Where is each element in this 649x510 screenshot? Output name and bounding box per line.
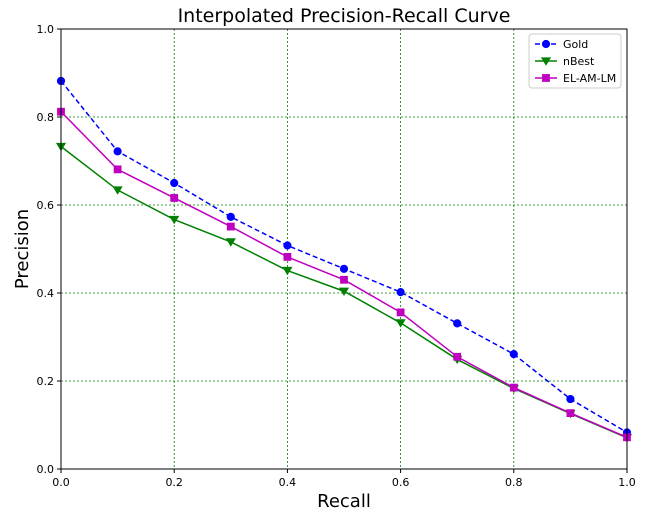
y-tick-label: 0.4 (37, 287, 55, 300)
y-axis-label: Precision (12, 209, 33, 289)
data-point-el-am-lm (283, 253, 292, 261)
legend-item-gold: Gold (535, 38, 588, 51)
data-point-gold (113, 147, 122, 156)
y-tick-label: 0.0 (37, 463, 55, 476)
data-point-nbest (282, 266, 293, 276)
data-point-el-am-lm (453, 352, 462, 361)
legend-marker-el-am-lm (542, 74, 550, 82)
data-point-gold (170, 178, 179, 188)
legend: Gold nBest EL-AM-LM (528, 33, 622, 89)
legend-label-gold: Gold (563, 38, 588, 51)
legend-marker-nbest (540, 57, 552, 66)
legend-label-el-am-lm: EL-AM-LM (563, 72, 616, 85)
legend-box (528, 33, 622, 89)
data-point-nbest (169, 215, 180, 225)
legend-label-nbest: nBest (563, 55, 595, 68)
series-group (55, 76, 633, 443)
y-tick-label: 0.2 (37, 375, 55, 388)
data-point-el-am-lm (340, 275, 348, 284)
chart-title: Interpolated Precision-Recall Curve (178, 5, 511, 27)
data-point-gold (339, 264, 349, 273)
data-point-el-am-lm (396, 308, 405, 317)
data-point-el-am-lm (113, 165, 122, 174)
data-point-nbest (112, 186, 123, 195)
data-point-gold (226, 212, 235, 221)
legend-item-el-am-lm: EL-AM-LM (535, 72, 616, 85)
plot-frame (60, 28, 628, 470)
data-point-gold (509, 350, 518, 359)
data-point-gold (453, 319, 462, 328)
y-tick-label: 0.6 (37, 199, 55, 212)
data-point-gold (566, 394, 575, 404)
data-point-el-am-lm (226, 222, 235, 231)
data-point-nbest (225, 238, 236, 247)
data-point-gold (396, 288, 405, 297)
x-axis-label: Recall (317, 491, 371, 510)
x-tick-label: 0.0 (52, 476, 70, 489)
y-tick-label: 1.0 (37, 23, 55, 36)
data-point-el-am-lm (170, 194, 179, 202)
x-tick-label: 0.8 (505, 476, 523, 489)
x-tick-label: 0.2 (165, 476, 183, 489)
data-point-nbest (395, 319, 406, 328)
data-point-el-am-lm (566, 409, 575, 418)
axis-ticks: 0.0 0.2 0.4 0.6 0.8 1.0 0.0 0.2 0.4 0.6 0.8 1.0 (37, 23, 636, 489)
x-tick-label: 0.6 (392, 476, 410, 489)
legend-item-nbest: nBest (535, 55, 595, 68)
y-tick-label: 0.8 (37, 111, 55, 124)
x-tick-label: 0.4 (279, 476, 297, 489)
x-tick-label: 1.0 (618, 476, 636, 489)
data-point-gold (283, 241, 292, 250)
data-point-el-am-lm (509, 383, 518, 392)
legend-marker-gold (541, 39, 551, 49)
data-point-nbest (338, 287, 350, 296)
